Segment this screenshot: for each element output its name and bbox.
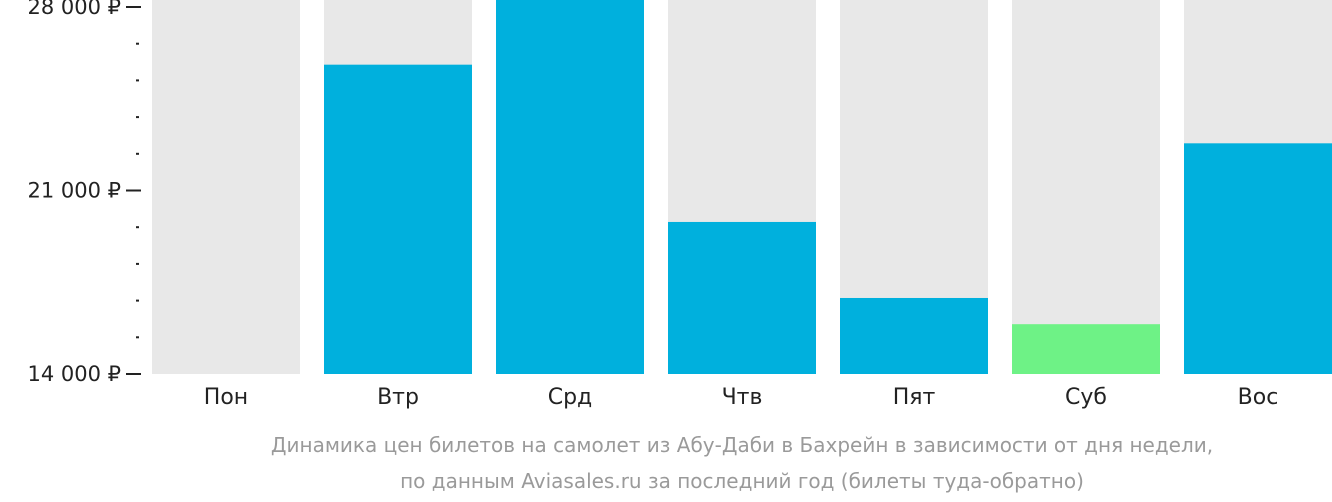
- chart-caption-line-1: Динамика цен билетов на самолет из Абу-Д…: [270, 433, 1214, 457]
- bar-Чтв: [668, 221, 816, 374]
- x-axis: Пон Втр Срд Чтв Пят Суб Вос: [204, 385, 1279, 410]
- chart-caption-line-2: по данным Aviasales.ru за последний год …: [400, 469, 1084, 493]
- background-bar-6: [1012, 0, 1160, 374]
- price-by-weekday-chart: 28 000 ₽ 21 000 ₽ 14 000 ₽ Пон Втр Срд Чтв Пят…: [27, 0, 1332, 410]
- background-bar-1: [152, 0, 300, 374]
- x-tick-label: Срд: [548, 385, 593, 410]
- x-tick-label: Чтв: [722, 385, 763, 410]
- x-tick-label: Суб: [1065, 385, 1107, 410]
- bar-Вос: [1184, 143, 1332, 374]
- y-tick-label: 21 000 ₽: [27, 179, 121, 203]
- x-tick-label: Вос: [1238, 385, 1279, 410]
- bar-Пят: [840, 297, 988, 374]
- y-tick-label: 28 000 ₽: [27, 0, 121, 19]
- bar-Втр: [324, 64, 472, 375]
- bar-Срд: [496, 0, 644, 374]
- y-tick-label: 14 000 ₽: [27, 362, 121, 386]
- y-axis: 28 000 ₽ 21 000 ₽ 14 000 ₽: [27, 0, 141, 386]
- x-tick-label: Пон: [204, 385, 248, 410]
- x-tick-label: Втр: [377, 385, 419, 410]
- bar-Суб: [1012, 324, 1160, 374]
- x-tick-label: Пят: [893, 385, 936, 410]
- price-bars: [324, 0, 1332, 375]
